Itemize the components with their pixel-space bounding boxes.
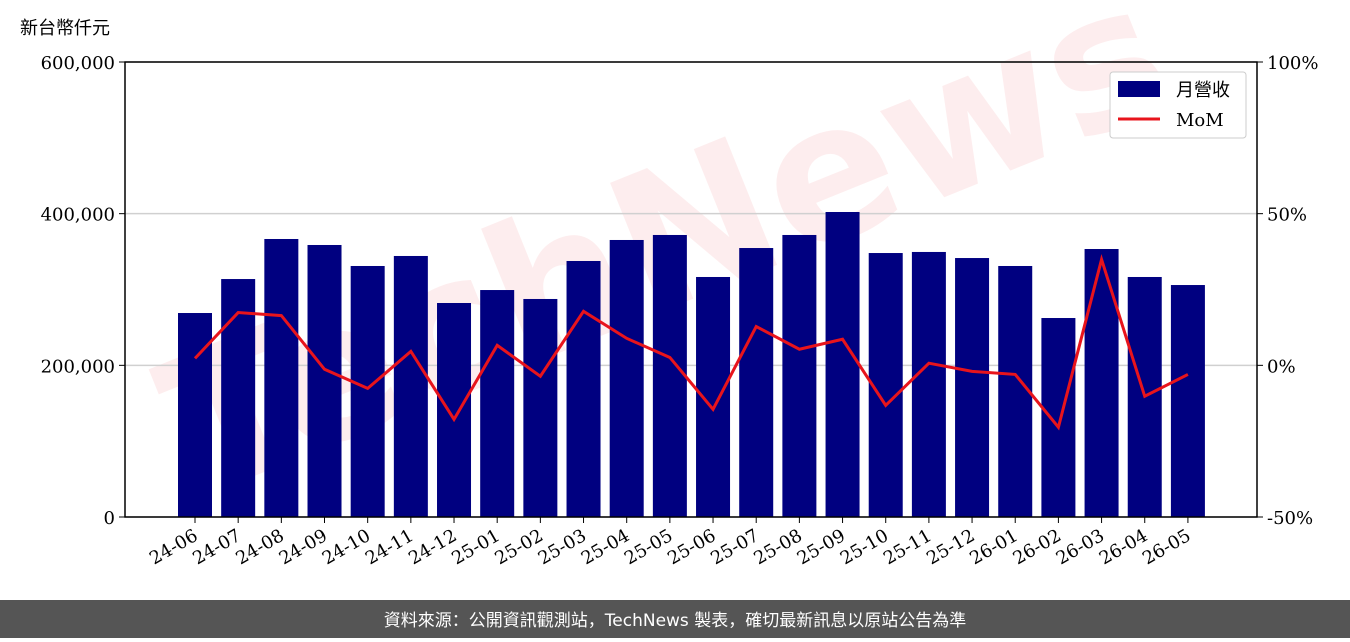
x-tick-label: 24-08 [232,525,287,569]
x-tick-label: 25-09 [794,525,849,569]
y-tick-label: 400,000 [41,205,115,226]
x-tick-label: 25-07 [707,525,762,569]
bar [782,234,817,517]
x-tick-label: 25-10 [837,525,892,569]
x-tick-label: 24-10 [319,525,374,569]
x-tick-label: 25-06 [664,525,719,569]
bar [350,265,385,517]
y2-tick-label: 100% [1267,53,1318,74]
x-tick-label: 26-03 [1053,525,1108,569]
bar [825,211,860,517]
x-tick-label: 26-01 [966,525,1021,569]
x-tick-label: 26-05 [1139,525,1194,569]
bar [1170,285,1205,517]
bar [998,265,1033,517]
x-tick-label: 24-11 [362,525,417,569]
legend-label: MoM [1176,110,1224,131]
y2-tick-label: 0% [1267,356,1296,377]
bar [307,244,342,517]
x-tick-label: 24-09 [276,525,331,569]
footer: 資料來源：公開資訊觀測站，TechNews 製表，確切最新訊息以原站公告為準 [384,611,966,631]
bar [652,234,687,517]
x-tick-label: 24-12 [405,525,460,569]
x-tick-label: 25-12 [923,525,978,569]
y2-tick-label: -50% [1267,508,1313,529]
plot-frame [124,61,1258,518]
bar [911,251,946,517]
y-axis-label: 新台幣仟元 [20,18,110,39]
bar [437,302,472,517]
y-tick-label: 0 [104,508,115,529]
bar [1041,318,1076,517]
x-tick-label: 25-01 [448,525,503,569]
legend-label: 月營收 [1176,80,1230,101]
line [193,254,1189,431]
bar [868,253,903,517]
y-tick-label: 600,000 [41,53,115,74]
bar [393,255,428,517]
x-tick-label: 25-08 [750,525,805,569]
x-tick-label: 25-05 [621,525,676,569]
bar [523,298,558,517]
x-tick-label: 25-03 [535,525,590,569]
bar [955,258,990,517]
x-tick-label: 26-02 [1009,525,1064,569]
footer-bar [0,600,1350,638]
bar [739,248,774,517]
x-tick-label: 24-06 [146,525,201,569]
bar [566,260,601,517]
bar [480,290,515,517]
legend-swatch [1118,81,1160,97]
x-tick-label: 26-04 [1096,525,1151,569]
bar [264,238,299,517]
bar [221,279,256,517]
legend: 月營收 MoM [1109,71,1247,139]
y-tick-label: 200,000 [41,356,115,377]
x-tick-label: 25-02 [491,525,546,569]
bar [1084,249,1119,517]
bar [609,239,644,517]
y2-tick-label: 50% [1267,205,1307,226]
x-tick-label: 25-04 [578,525,633,569]
x-tick-label: 25-11 [880,525,935,569]
